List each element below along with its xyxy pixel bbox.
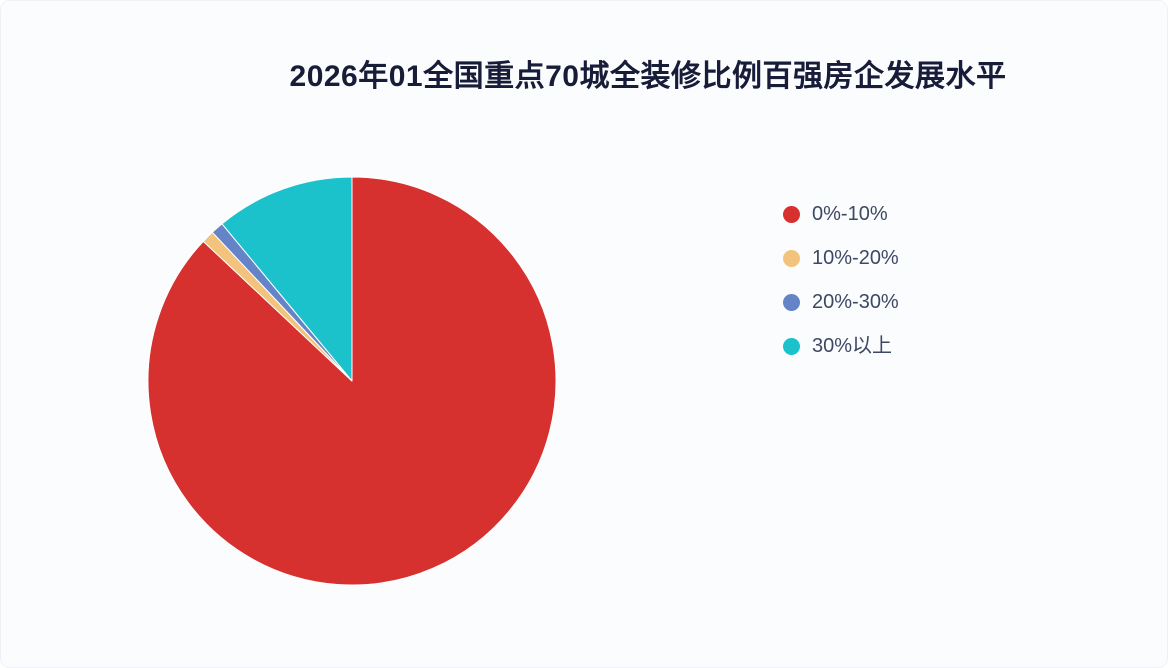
legend-item-30%以上[interactable]: 30%以上 bbox=[783, 334, 899, 358]
legend-label: 30%以上 bbox=[812, 335, 893, 357]
legend-swatch-icon bbox=[783, 205, 800, 223]
pie-slice-30%以上[interactable] bbox=[221, 176, 353, 382]
legend: 0%-10% 10%-20% 20%-30% 30%以上 bbox=[783, 202, 899, 378]
legend-swatch-icon bbox=[783, 249, 800, 267]
pie-chart bbox=[147, 176, 557, 586]
legend-swatch-icon bbox=[783, 337, 800, 355]
legend-item-0%-10%[interactable]: 0%-10% bbox=[783, 202, 899, 226]
legend-label: 20%-30% bbox=[812, 291, 899, 313]
legend-item-10%-20%[interactable]: 10%-20% bbox=[783, 246, 899, 270]
legend-label: 10%-20% bbox=[812, 247, 899, 269]
chart-title: 2026年01全国重点70城全装修比例百强房企发展水平 bbox=[289, 60, 1007, 93]
legend-swatch-icon bbox=[783, 293, 800, 311]
legend-item-20%-30%[interactable]: 20%-30% bbox=[783, 290, 899, 314]
legend-label: 0%-10% bbox=[812, 203, 888, 225]
